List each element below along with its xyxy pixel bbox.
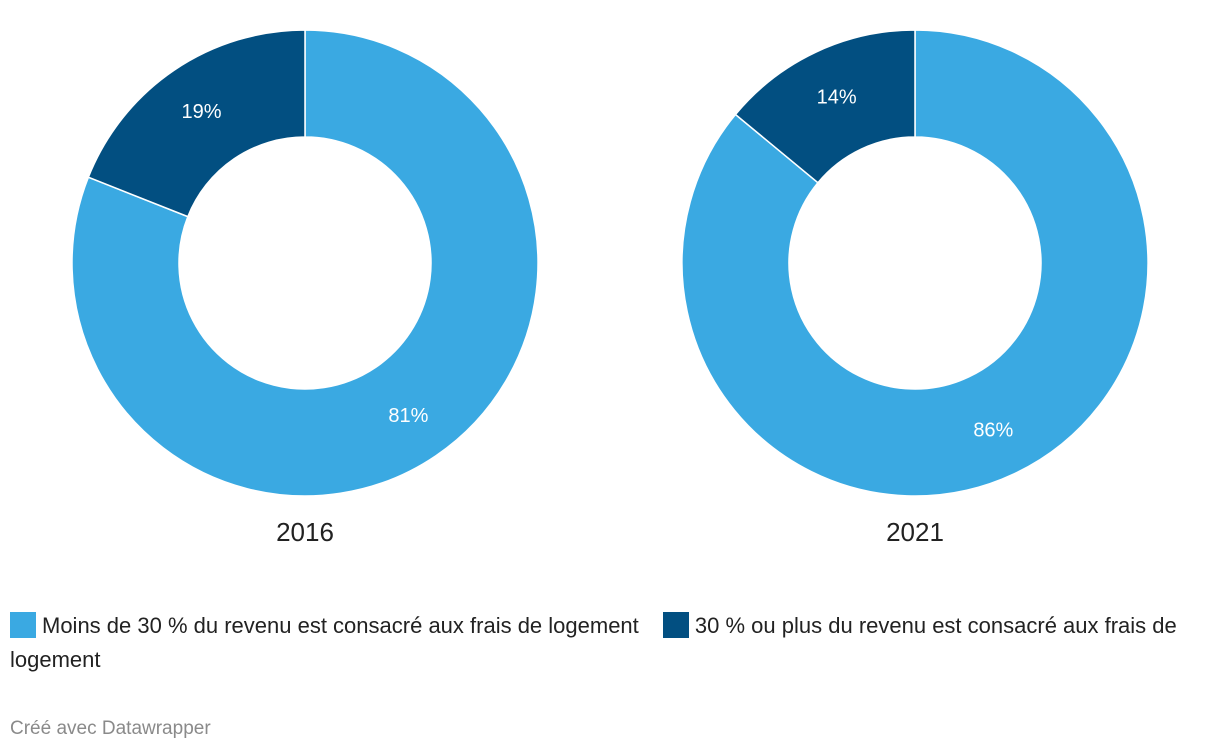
year-label-2016: 2016 bbox=[276, 517, 334, 547]
donut-chart-2016: 81% 19% 2016 bbox=[71, 29, 539, 547]
slice-label-2021-1: 14% bbox=[817, 87, 857, 109]
donut-charts: 81% 19% 2016 86% 14% 2021 bbox=[71, 29, 1149, 547]
legend: Moins de 30 % du revenu est consacré aux… bbox=[10, 609, 1200, 677]
slice-label-2016-1: 19% bbox=[182, 101, 222, 123]
datawrapper-credit: Créé avec Datawrapper bbox=[10, 718, 211, 739]
legend-label-30-or-more: 30 % ou plus du revenu est consacré aux … bbox=[10, 613, 1177, 672]
legend-swatch-dark bbox=[662, 612, 689, 638]
legend-item-30-or-more: 30 % ou plus du revenu est consacré aux … bbox=[10, 612, 1177, 672]
legend-swatch-light bbox=[10, 612, 36, 638]
legend-item-less-than-30: Moins de 30 % du revenu est consacré aux… bbox=[10, 612, 639, 638]
donut-slice-2021-0 bbox=[681, 29, 1149, 497]
donut-slice-2016-1 bbox=[87, 29, 306, 218]
year-label-2021: 2021 bbox=[886, 517, 944, 547]
slice-label-2021-0: 86% bbox=[973, 419, 1013, 441]
donut-slice-2021-1 bbox=[734, 29, 916, 184]
slice-label-2016-0: 81% bbox=[388, 405, 428, 427]
donut-slice-2016-0 bbox=[71, 29, 539, 497]
donut-chart-2021: 86% 14% 2021 bbox=[681, 29, 1149, 547]
legend-label-less-than-30: Moins de 30 % du revenu est consacré aux… bbox=[42, 613, 639, 638]
